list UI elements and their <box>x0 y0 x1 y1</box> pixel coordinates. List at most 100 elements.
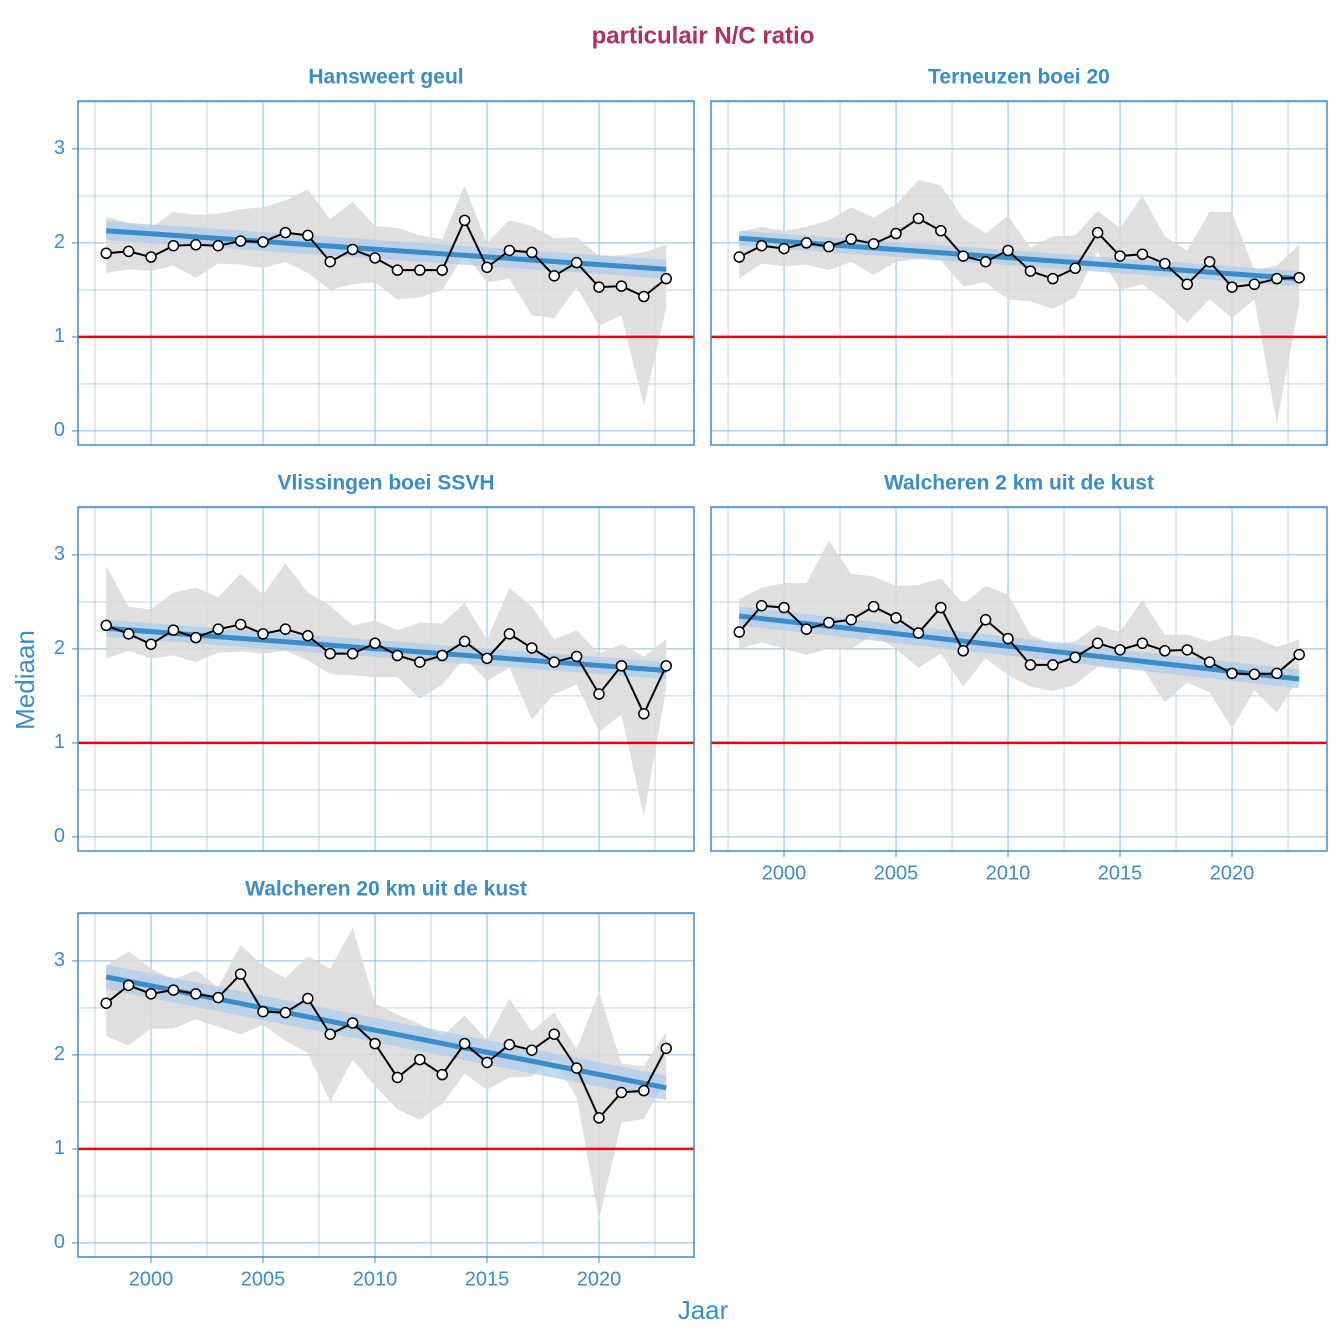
median-point <box>212 623 224 635</box>
median-point <box>615 280 628 292</box>
median-point <box>257 1005 269 1018</box>
median-point <box>234 235 247 247</box>
x-tick-label: 2000 <box>762 862 807 884</box>
panel-title: Walcheren 20 km uit de kust <box>245 878 527 901</box>
panel-border <box>710 100 1328 446</box>
median-point <box>145 638 157 650</box>
median-point <box>369 252 381 264</box>
median-point <box>503 244 516 257</box>
y-tick-label: 2 <box>54 637 65 659</box>
median-point <box>593 688 605 700</box>
chart-title: particulair N/C ratio <box>592 22 815 49</box>
median-point <box>979 614 992 626</box>
median-point <box>100 997 112 1009</box>
median-point <box>279 623 292 635</box>
median-point <box>1181 644 1193 656</box>
y-tick-label: 1 <box>54 1137 65 1159</box>
median-point <box>190 239 202 251</box>
median-point <box>369 637 381 650</box>
median-point <box>526 246 538 259</box>
median-point <box>800 623 813 635</box>
median-point <box>957 645 969 657</box>
y-tick-label: 0 <box>54 1231 65 1253</box>
median-point <box>733 626 745 638</box>
y-tick-label: 3 <box>54 949 65 971</box>
median-point <box>346 1017 359 1029</box>
median-point <box>503 1038 516 1051</box>
x-tick-label: 2015 <box>1098 862 1143 884</box>
median-point <box>458 1037 471 1050</box>
y-tick-label: 0 <box>54 825 65 847</box>
median-point <box>1047 272 1059 285</box>
median-point <box>867 600 880 613</box>
median-point <box>1181 278 1193 291</box>
median-point <box>979 255 992 268</box>
median-point <box>1114 644 1126 656</box>
x-tick-label: 2020 <box>577 1268 622 1290</box>
median-point <box>570 650 583 663</box>
x-tick-label: 2000 <box>129 1268 174 1290</box>
median-point <box>257 236 269 248</box>
median-point <box>324 255 336 268</box>
confidence-band <box>106 563 667 817</box>
x-axis-label: Jaar <box>678 1295 729 1325</box>
median-point <box>458 214 471 227</box>
median-point <box>302 229 314 242</box>
panel-title: Terneuzen boei 20 <box>928 66 1110 89</box>
median-point <box>190 631 202 644</box>
median-point <box>1069 262 1081 275</box>
median-point <box>638 290 650 303</box>
median-point <box>1114 250 1126 262</box>
panel-border <box>77 912 695 1258</box>
median-point <box>755 599 768 612</box>
median-point <box>122 979 135 992</box>
median-point <box>1136 248 1149 260</box>
median-point <box>257 628 269 640</box>
median-point <box>755 239 768 252</box>
median-point <box>167 984 180 996</box>
panel-border <box>710 506 1328 852</box>
median-point <box>1091 226 1104 239</box>
confidence-band <box>739 179 1300 424</box>
median-point <box>845 614 857 626</box>
median-point <box>234 618 247 631</box>
median-point <box>414 1053 426 1066</box>
median-point <box>1226 667 1238 680</box>
median-point <box>778 601 790 614</box>
median-point <box>570 256 583 269</box>
median-point <box>660 272 672 285</box>
median-point <box>1024 265 1037 277</box>
y-axis-label: Mediaan <box>10 630 40 730</box>
median-point <box>1136 637 1149 650</box>
median-point <box>935 224 947 237</box>
y-tick-label: 2 <box>54 231 65 253</box>
median-point <box>660 660 672 672</box>
median-point <box>100 247 112 260</box>
median-point <box>1091 637 1104 650</box>
panel-border <box>77 506 695 852</box>
median-point <box>890 612 902 624</box>
x-tick-label: 2015 <box>465 1268 510 1290</box>
median-point <box>436 1068 448 1081</box>
median-point <box>1203 255 1216 268</box>
panel-title: Vlissingen boei SSVH <box>277 472 494 495</box>
median-point <box>845 233 857 245</box>
median-point <box>324 1028 336 1040</box>
x-tick-label: 2010 <box>353 1268 398 1290</box>
confidence-band <box>106 185 667 406</box>
median-point <box>778 242 790 255</box>
median-point <box>823 616 835 629</box>
median-point <box>279 226 292 239</box>
median-point <box>1002 632 1014 645</box>
median-point <box>1271 272 1283 285</box>
median-point <box>615 660 628 672</box>
median-point <box>324 647 336 660</box>
median-point <box>548 656 560 668</box>
median-point <box>1271 667 1283 680</box>
median-point <box>867 238 880 250</box>
median-point <box>414 264 426 276</box>
median-point <box>481 261 493 274</box>
median-point <box>190 988 202 1000</box>
panel-border <box>77 100 695 446</box>
